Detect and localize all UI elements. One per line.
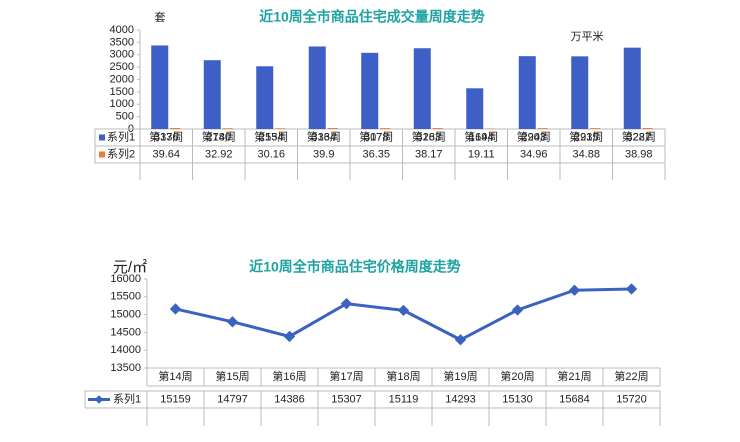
- y-tick-label: 16000: [110, 273, 141, 285]
- bar: [275, 128, 285, 129]
- table-value: 2780: [207, 131, 231, 143]
- marker: [626, 283, 637, 294]
- table-value: 3334: [312, 131, 336, 143]
- marker: [170, 303, 181, 314]
- y-tick-label: 1000: [110, 98, 134, 110]
- table-value: 3376: [154, 131, 178, 143]
- bar: [414, 48, 431, 129]
- legend-marker: [95, 395, 103, 403]
- y-tick-label: 2500: [110, 61, 134, 73]
- table-value: 2943: [522, 131, 546, 143]
- y-tick-label: 3000: [110, 49, 134, 61]
- legend-label: 系列2: [107, 146, 135, 160]
- legend-label: 系列1: [113, 391, 141, 405]
- bar: [519, 56, 536, 129]
- chart-title: 近10周全市商品住宅价格周度走势: [249, 259, 461, 275]
- y-tick-label: 15000: [110, 309, 141, 321]
- x-tick-label: 第19周: [443, 369, 477, 383]
- legend-swatch: [99, 135, 105, 141]
- table-value: 3287: [627, 131, 651, 143]
- bar: [433, 128, 443, 129]
- table-value: 14386: [274, 393, 305, 405]
- table-value: 39.64: [152, 148, 180, 160]
- table-value: 36.35: [362, 148, 390, 160]
- bar: [256, 66, 273, 129]
- table-value: 38.17: [415, 148, 443, 160]
- unit-label: 万平米: [571, 30, 604, 43]
- table-value: 3078: [364, 131, 388, 143]
- bar: [223, 128, 233, 129]
- table-value: 38.98: [625, 148, 653, 160]
- bar: [466, 88, 483, 129]
- x-tick-label: 第16周: [272, 369, 306, 383]
- table-value: 14797: [217, 393, 248, 405]
- bar: [170, 128, 180, 129]
- y-tick-label: 14500: [110, 326, 141, 338]
- x-tick-label: 第15周: [215, 369, 249, 383]
- bar: [643, 128, 653, 129]
- x-tick-label: 第14周: [158, 369, 192, 383]
- bar: [328, 128, 338, 129]
- table-value: 3263: [417, 131, 441, 143]
- marker: [569, 285, 580, 296]
- bar: [151, 45, 168, 129]
- table-value: 15119: [389, 393, 419, 405]
- y-tick-label: 3500: [110, 36, 134, 48]
- bar: [590, 128, 600, 129]
- bar: [624, 48, 641, 129]
- bar: [380, 128, 390, 129]
- marker: [227, 316, 238, 327]
- y-tick-label: 14000: [110, 344, 141, 356]
- table-value: 30.16: [257, 148, 285, 160]
- x-tick-label: 第21周: [557, 369, 591, 383]
- table-value: 19.11: [468, 148, 495, 160]
- table-value: 15159: [160, 393, 191, 405]
- bar: [204, 60, 221, 129]
- table-value: 15720: [616, 393, 647, 405]
- legend-swatch: [99, 152, 105, 158]
- x-tick-label: 第22周: [614, 369, 648, 383]
- y-tick-label: 15500: [110, 291, 141, 303]
- bar: [361, 53, 378, 129]
- table-value: 32.92: [205, 148, 233, 160]
- y-tick-label: 4000: [110, 24, 134, 36]
- chart-title: 近10周全市商品住宅成交量周度走势: [259, 9, 485, 25]
- x-tick-label: 第17周: [329, 369, 363, 383]
- y-tick-label: 1500: [110, 86, 134, 98]
- x-tick-label: 第18周: [386, 369, 420, 383]
- table-value: 15130: [502, 393, 533, 405]
- table-value: 15307: [331, 393, 362, 405]
- marker: [398, 305, 409, 316]
- legend-label: 系列1: [107, 129, 135, 143]
- marker: [512, 304, 523, 315]
- bar: [309, 46, 326, 129]
- bar: [571, 56, 588, 129]
- table-value: 14293: [445, 393, 476, 405]
- table-value: 2534: [259, 131, 283, 143]
- y-tick-label: 13500: [110, 362, 141, 374]
- unit-label: 套: [155, 11, 166, 24]
- y-tick-label: 2000: [110, 73, 134, 85]
- table-value: 15684: [559, 393, 590, 405]
- marker: [455, 334, 466, 345]
- table-value: 2935: [574, 131, 598, 143]
- bar: [538, 128, 548, 129]
- table-value: 1644: [469, 131, 493, 143]
- x-tick-label: 第20周: [500, 369, 534, 383]
- y-tick-label: 500: [116, 111, 134, 123]
- table-value: 39.9: [313, 148, 334, 160]
- table-value: 34.96: [520, 148, 548, 160]
- table-value: 34.88: [572, 148, 600, 160]
